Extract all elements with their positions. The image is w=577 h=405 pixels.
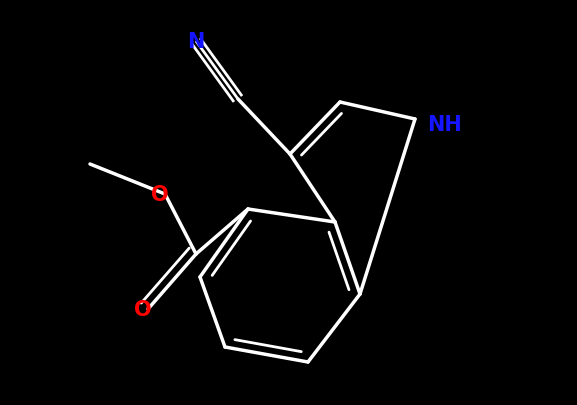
Text: N: N	[188, 32, 205, 52]
Text: O: O	[134, 299, 152, 319]
Text: NH: NH	[427, 115, 462, 135]
Text: O: O	[151, 185, 169, 205]
